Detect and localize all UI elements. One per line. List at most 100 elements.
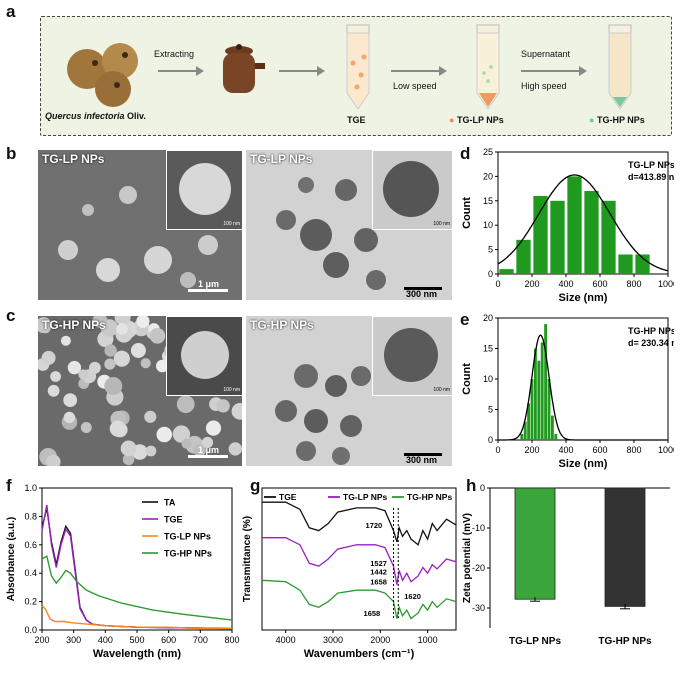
scale-text-hp-tem: 300 nm	[406, 455, 438, 465]
histogram-bar	[523, 421, 527, 440]
sem-particle	[205, 420, 222, 436]
x-tick-label: 300	[66, 635, 81, 645]
panel-label-d: d	[460, 144, 471, 163]
tube-tge	[346, 24, 370, 110]
histogram-bar	[540, 342, 544, 440]
sem-particle	[60, 335, 71, 346]
histogram-bar	[520, 433, 524, 440]
sem-particle	[89, 361, 101, 374]
peak-annotation: 1658	[364, 609, 381, 618]
y-tick-label: 10	[483, 374, 493, 384]
sem-particle	[231, 403, 242, 420]
histogram-bar	[537, 360, 541, 440]
histogram-bar	[516, 239, 531, 274]
scale-text-lp-sem: 1 μm	[198, 279, 220, 289]
sem-particle	[149, 328, 166, 344]
x-tick-label: 800	[224, 635, 239, 645]
y-tick-label: -20	[472, 563, 485, 573]
sem-particle	[156, 426, 173, 443]
sem-inset-lp: 100 nm	[166, 150, 242, 230]
size-annotation: d=413.89 nm	[628, 172, 674, 182]
sem-particle	[120, 440, 137, 457]
y-tick-label: 20	[483, 313, 493, 323]
sem-particle	[176, 395, 195, 414]
y-axis-label: Absorbance (a.u.)	[6, 517, 17, 601]
arrow-extract	[158, 66, 204, 76]
y-axis-label: Count	[461, 363, 473, 395]
panel-label-e: e	[460, 310, 470, 329]
arrow-high-speed	[521, 66, 587, 76]
scale-bar-lp-sem	[188, 289, 228, 292]
histogram-bar	[618, 254, 633, 274]
sem-particle	[145, 445, 157, 457]
x-axis-label: Wavenumbers (cm⁻¹)	[304, 648, 415, 660]
species-name: Quercus infectoria Oliv.	[45, 111, 146, 121]
panel-label-h: h	[466, 476, 477, 495]
tube-lp	[476, 24, 500, 110]
sem-particle	[38, 317, 52, 334]
x-tick-label: 2000	[370, 635, 390, 645]
y-tick-label: 0	[488, 435, 493, 445]
y-tick-label: 0.4	[24, 568, 37, 578]
sem-particle	[80, 422, 92, 433]
label-lp: ● TG-LP NPs	[449, 115, 504, 125]
x-tick-label: 4000	[276, 635, 296, 645]
x-tick-label: 400	[558, 279, 573, 289]
legend-label: TG-LP NPs	[164, 532, 211, 542]
sem-inset-scale-hp: 100 nm	[223, 387, 240, 393]
x-axis-label: Size (nm)	[559, 458, 608, 470]
uv-vis-chart: TA TGE TG-LP NPs TG-HP NPs 200 300 400 500 600 70…	[6, 483, 240, 660]
sem-image-hp: TG-HP NPs 100 nm 1 μm	[38, 316, 242, 466]
y-tick-label: 1.0	[24, 483, 37, 493]
x-tick-label: 600	[592, 279, 607, 289]
panel-label-g: g	[250, 476, 261, 495]
x-tick-label: 600	[161, 635, 176, 645]
x-tick-label: 200	[34, 635, 49, 645]
tube-hp	[608, 24, 632, 110]
scale-bar-hp-tem	[404, 453, 442, 456]
panel-label-a: a	[6, 2, 16, 21]
x-tick-label: 200	[524, 445, 539, 455]
arrow-2	[279, 66, 325, 76]
scale-text-hp-sem: 1 μm	[198, 445, 220, 455]
label-hp: ● TG-HP NPs	[589, 115, 645, 125]
sem-particle	[109, 420, 126, 437]
x-tick-label: 1000	[658, 445, 674, 455]
arrow-low-speed	[391, 66, 447, 76]
panel-label-c: c	[6, 306, 16, 325]
histogram-bar	[550, 200, 565, 274]
histogram-bar	[567, 176, 582, 274]
x-tick-label: 600	[592, 445, 607, 455]
x-axis-label: Wavelength (nm)	[93, 648, 182, 660]
sem-particle	[116, 323, 128, 335]
spectrum-line	[41, 504, 233, 630]
peak-annotation: 1527	[370, 559, 387, 568]
sem-inset-hp: 100 nm	[166, 316, 242, 396]
legend-label: TG-LP NPs	[343, 492, 388, 502]
plot-frame	[261, 487, 457, 631]
sem-particle	[50, 371, 61, 382]
step-high-speed: High speed	[521, 81, 567, 91]
x-tick-label: 0	[495, 445, 500, 455]
y-tick-label: 5	[488, 245, 493, 255]
histogram-hp: 0 200 400 600 800 1000 0 5 10 15 20 Size (nm) Count T…	[461, 313, 674, 470]
scale-bar-lp-tem	[404, 287, 442, 290]
category-label: TG-HP NPs	[598, 636, 652, 647]
sem-particle	[130, 343, 146, 358]
scale-bar-hp-sem	[188, 455, 228, 458]
sem-particle	[63, 411, 76, 424]
histogram-bar	[533, 195, 548, 274]
y-axis-label: Transmittance (%)	[242, 516, 253, 602]
category-label: TG-LP NPs	[509, 636, 561, 647]
y-tick-label: -10	[472, 523, 485, 533]
step-low-speed: Low speed	[393, 81, 437, 91]
sem-particle	[216, 399, 230, 413]
x-tick-label: 700	[193, 635, 208, 645]
panel-label-b: b	[6, 144, 17, 163]
x-tick-label: 1000	[658, 279, 674, 289]
histogram-bar	[584, 191, 599, 274]
sem-particle	[92, 316, 108, 328]
y-tick-label: 0	[488, 269, 493, 279]
tem-image-lp: TG-LP NPs 100 nm 300 nm	[246, 150, 452, 300]
zeta-bar	[514, 487, 556, 600]
